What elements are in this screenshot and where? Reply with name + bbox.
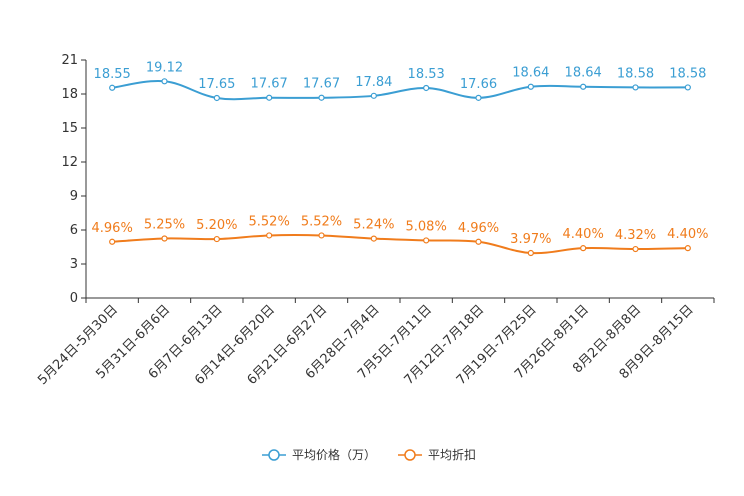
data-point[interactable] (266, 232, 273, 239)
legend-label: 平均折扣 (428, 447, 476, 462)
data-label: 5.25% (144, 218, 185, 233)
data-label: 5.52% (249, 214, 290, 229)
data-label: 17.65 (198, 77, 235, 92)
data-point[interactable] (213, 235, 220, 243)
data-label: 18.55 (94, 67, 131, 82)
data-point[interactable] (580, 83, 587, 90)
y-tick-label: 9 (70, 189, 78, 204)
data-label: 17.66 (460, 77, 497, 92)
data-label: 18.64 (512, 66, 549, 81)
data-point[interactable] (109, 84, 116, 91)
data-point[interactable] (423, 84, 430, 92)
data-point[interactable] (423, 237, 430, 244)
legend-marker-icon (268, 449, 280, 461)
data-label: 5.24% (353, 218, 394, 233)
data-point[interactable] (580, 245, 587, 252)
legend-marker-icon (404, 449, 416, 461)
data-label: 5.20% (196, 218, 237, 233)
data-point[interactable] (318, 232, 325, 239)
data-label: 4.96% (458, 221, 499, 236)
data-label: 18.53 (408, 67, 445, 82)
y-tick-label: 15 (61, 121, 78, 136)
data-point[interactable] (370, 235, 377, 242)
data-label: 4.32% (615, 228, 656, 243)
legend[interactable]: 平均价格（万） 平均折扣 (262, 447, 476, 462)
data-label: 5.08% (406, 219, 447, 234)
data-label: 19.12 (146, 60, 183, 75)
data-point[interactable] (370, 92, 377, 99)
y-tick-label: 18 (61, 87, 78, 102)
data-point[interactable] (527, 249, 534, 257)
data-point[interactable] (318, 94, 325, 101)
y-tick-label: 0 (70, 291, 78, 306)
data-point[interactable] (109, 238, 116, 245)
data-point[interactable] (475, 94, 482, 101)
data-point[interactable] (632, 84, 639, 91)
data-point[interactable] (161, 78, 168, 85)
data-label: 4.40% (563, 227, 604, 242)
data-point[interactable] (266, 94, 273, 101)
data-label: 4.96% (92, 221, 133, 236)
data-point[interactable] (684, 245, 691, 252)
data-label: 17.84 (355, 75, 392, 90)
series-2: 4.96% 5.25% 5.20% 5.52% 5.52% 5.24% 5.08% 4.96%… (92, 214, 708, 257)
data-label: 17.67 (251, 77, 288, 92)
x-axis: 5月24日-5月30日5月31日-6月6日6月7日-6月13日6月14日-6月2… (35, 297, 715, 388)
y-tick-label: 6 (70, 223, 78, 238)
series-1: 18.55 19.12 17.65 17.67 17.67 17.84 18.53 17.66… (94, 60, 706, 102)
legend-item-2[interactable]: 平均折扣 (398, 447, 476, 462)
y-tick-label: 3 (70, 257, 78, 272)
data-label: 17.67 (303, 77, 340, 92)
series-line (112, 80, 688, 101)
data-label: 18.64 (565, 66, 602, 81)
data-label: 3.97% (510, 232, 551, 247)
data-point[interactable] (213, 94, 220, 102)
y-tick-label: 21 (61, 53, 78, 68)
data-label: 5.52% (301, 214, 342, 229)
data-point[interactable] (475, 238, 482, 245)
data-point[interactable] (527, 83, 534, 90)
series-line (112, 233, 688, 255)
legend-item-1[interactable]: 平均价格（万） (262, 447, 376, 462)
data-point[interactable] (161, 235, 168, 242)
y-tick-label: 12 (61, 155, 78, 170)
y-axis: 0 3 6 9 12 15 18 21 (61, 53, 87, 306)
data-label: 18.58 (669, 66, 706, 81)
data-point[interactable] (632, 245, 639, 253)
series-layer: 18.55 19.12 17.65 17.67 17.67 17.84 18.53 17.66… (92, 60, 708, 257)
data-point[interactable] (684, 84, 691, 91)
legend-label: 平均价格（万） (292, 447, 376, 462)
data-label: 4.40% (667, 227, 708, 242)
data-label: 18.58 (617, 66, 654, 81)
